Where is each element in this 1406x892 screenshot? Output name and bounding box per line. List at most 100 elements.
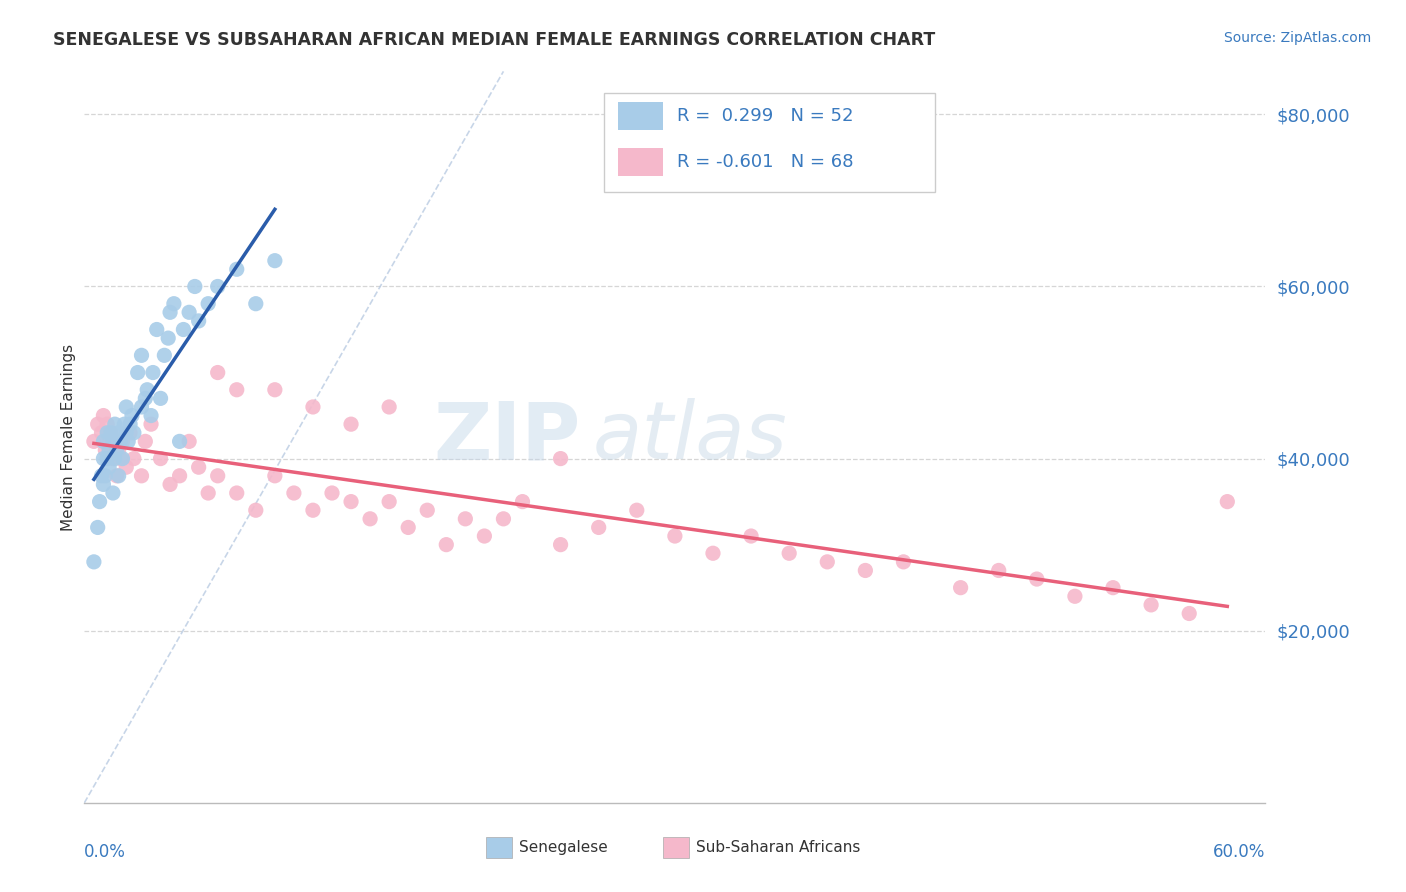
Point [550,451,572,466]
Point [94,442,117,457]
Point [396,520,419,534]
Point [104,417,127,432]
Point [157,331,180,345]
Point [263,468,285,483]
Point [115,460,138,475]
Point [104,451,127,466]
Point [1025,572,1047,586]
Point [1102,581,1125,595]
Point [149,392,172,406]
Point [163,296,186,310]
Point [815,555,838,569]
Point [302,503,325,517]
Point [83,434,105,449]
Point [987,564,1010,578]
Text: atlas: atlas [592,398,787,476]
FancyBboxPatch shape [664,838,689,858]
Point [740,529,762,543]
Point [492,512,515,526]
Point [93,477,115,491]
Point [1216,494,1239,508]
Point [145,322,167,336]
Point [263,253,285,268]
Point [512,494,534,508]
Point [664,529,686,543]
Point [139,409,162,423]
Point [131,348,153,362]
Point [225,486,247,500]
Point [197,486,219,500]
Point [104,434,127,449]
Point [101,486,124,500]
Point [263,383,285,397]
FancyBboxPatch shape [619,148,664,176]
Point [893,555,915,569]
FancyBboxPatch shape [486,838,512,858]
Point [159,305,181,319]
Point [179,305,201,319]
Point [416,503,439,517]
Point [149,451,172,466]
Point [159,477,181,491]
Point [359,512,381,526]
Point [702,546,724,560]
Point [169,434,191,449]
Point [245,296,267,310]
Text: 0.0%: 0.0% [84,843,127,861]
Point [90,468,112,483]
Point [321,486,343,500]
Point [134,434,156,449]
Point [169,468,191,483]
Text: SENEGALESE VS SUBSAHARAN AFRICAN MEDIAN FEMALE EARNINGS CORRELATION CHART: SENEGALESE VS SUBSAHARAN AFRICAN MEDIAN … [53,31,935,49]
Point [139,417,162,432]
Point [207,366,229,380]
Point [105,442,128,457]
Point [245,503,267,517]
Point [778,546,800,560]
Point [187,460,209,475]
Point [110,451,132,466]
Point [98,442,121,457]
Text: Sub-Saharan Africans: Sub-Saharan Africans [696,840,860,855]
Point [93,409,115,423]
Point [454,512,477,526]
Point [112,417,135,432]
Point [96,451,118,466]
Point [207,279,229,293]
Point [105,468,128,483]
Point [179,434,201,449]
Point [86,417,108,432]
Point [588,520,610,534]
Point [98,460,121,475]
Point [378,400,401,414]
Point [101,434,124,449]
Point [131,468,153,483]
Point [86,520,108,534]
Point [122,425,145,440]
Point [107,468,129,483]
Point [302,400,325,414]
Point [121,409,143,423]
Point [626,503,648,517]
Point [120,425,142,440]
Point [117,434,139,449]
Point [207,468,229,483]
Point [184,279,207,293]
FancyBboxPatch shape [605,94,935,192]
Point [101,451,124,466]
Point [136,383,159,397]
Point [115,425,138,440]
Text: Senegalese: Senegalese [519,840,607,855]
Point [197,296,219,310]
Point [89,494,111,508]
Point [434,538,457,552]
Point [340,494,363,508]
Text: 60.0%: 60.0% [1213,843,1265,861]
Point [225,383,247,397]
Point [83,555,105,569]
Point [93,451,115,466]
Point [107,425,129,440]
Point [1064,589,1087,603]
Point [111,451,134,466]
Point [110,434,132,449]
